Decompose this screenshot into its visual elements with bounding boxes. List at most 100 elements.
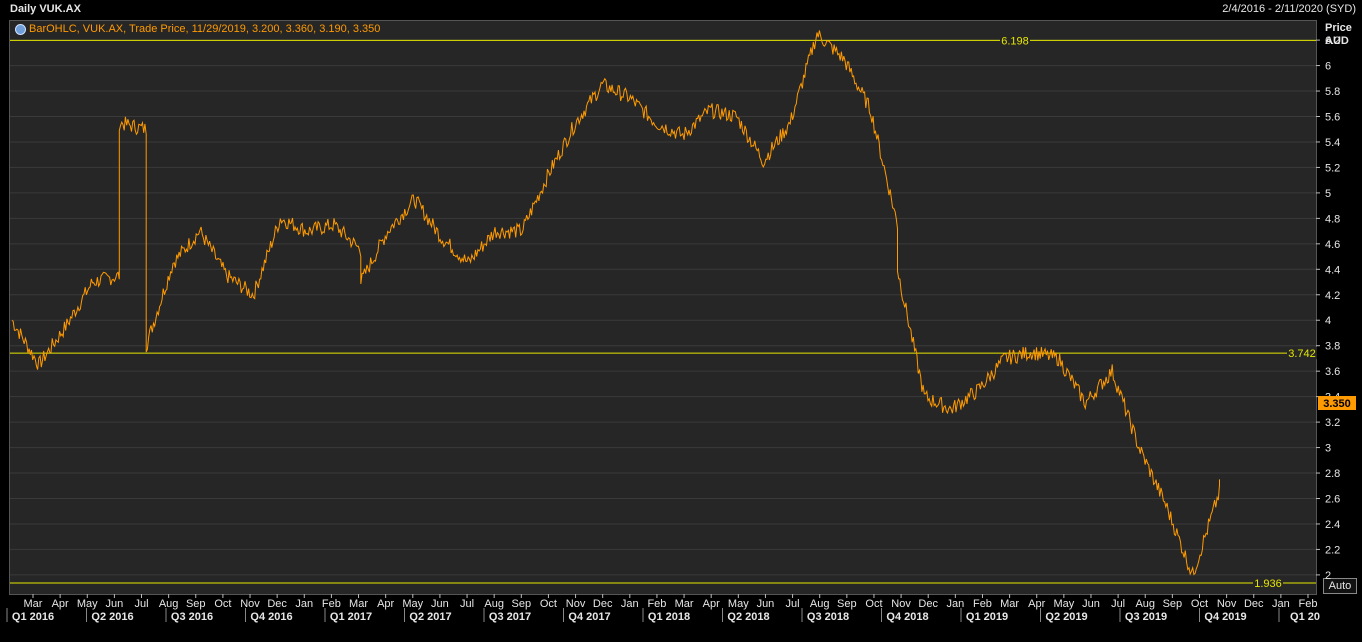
quarter-label: Q1 2018 (648, 611, 690, 623)
x-tick-label: Aug (159, 598, 179, 610)
x-tick-label: Mar (1000, 598, 1019, 610)
quarter-label: Q3 2019 (1125, 611, 1167, 623)
last-price-label: 3.350 (1323, 398, 1351, 410)
x-tick-label: Aug (810, 598, 830, 610)
series-legend[interactable]: BarOHLC, VUK.AX, Trade Price, 11/29/2019… (15, 23, 380, 35)
x-tick-label: Jan (946, 598, 964, 610)
quarter-label: Q3 2018 (807, 611, 849, 623)
y-tick-label: 4.8 (1325, 213, 1340, 225)
price-series-line (11, 30, 1220, 576)
x-tick-label: May (77, 598, 98, 610)
x-tick-label: Aug (1135, 598, 1155, 610)
y-tick-label: 5.6 (1325, 112, 1340, 124)
x-tick-label: Apr (703, 598, 720, 610)
y-tick-label: 4.2 (1325, 290, 1340, 302)
quarter-label: Q1 2017 (330, 611, 372, 623)
x-tick-label: Mar (675, 598, 694, 610)
plot-area[interactable] (9, 20, 1317, 595)
x-tick-label: Apr (1028, 598, 1045, 610)
reference-label: 3.742 (1288, 348, 1316, 360)
clock-icon (15, 23, 26, 35)
x-tick-label: Nov (240, 598, 260, 610)
quarter-label: Q3 2016 (171, 611, 213, 623)
x-tick-label: Jun (431, 598, 449, 610)
x-tick-label: Jul (786, 598, 800, 610)
x-tick-label: Jun (1082, 598, 1100, 610)
y-tick-label: 3.6 (1325, 366, 1340, 378)
quarter-label: Q2 2017 (409, 611, 451, 623)
quarter-label: Q4 2017 (568, 611, 610, 623)
x-tick-label: Mar (349, 598, 368, 610)
y-tick-label: 5.8 (1325, 86, 1340, 98)
x-tick-label: Dec (918, 598, 938, 610)
quarter-label: Q2 2018 (727, 611, 769, 623)
reference-label: 6.198 (1001, 35, 1029, 47)
x-tick-label: Nov (1217, 598, 1237, 610)
x-tick-label: Jun (106, 598, 124, 610)
auto-scale-button[interactable]: Auto (1323, 578, 1357, 594)
quarter-label: Q1 20 (1290, 611, 1320, 623)
x-tick-label: Jan (621, 598, 639, 610)
quarter-label: Q1 2016 (12, 611, 54, 623)
legend-text: BarOHLC, VUK.AX, Trade Price, 11/29/2019… (29, 23, 381, 35)
y-tick-label: 2.8 (1325, 468, 1340, 480)
x-tick-label: Nov (566, 598, 586, 610)
x-tick-label: Dec (267, 598, 287, 610)
y-tick-label: 4.4 (1325, 264, 1340, 276)
y-axis-unit: AUD (1325, 35, 1349, 47)
y-tick-label: 2.6 (1325, 494, 1340, 506)
last-price-badge (1318, 396, 1356, 410)
x-tick-label: Nov (891, 598, 911, 610)
x-tick-label: Jun (757, 598, 775, 610)
x-tick-label: Dec (593, 598, 613, 610)
x-tick-label: Jul (134, 598, 148, 610)
x-tick-label: Jan (1272, 598, 1290, 610)
quarter-label: Q1 2019 (966, 611, 1008, 623)
x-tick-label: Jul (1111, 598, 1125, 610)
quarter-label: Q2 2019 (1045, 611, 1087, 623)
x-tick-label: Sep (1163, 598, 1183, 610)
x-tick-label: May (728, 598, 749, 610)
x-tick-label: Feb (647, 598, 666, 610)
x-tick-label: Oct (865, 598, 882, 610)
x-tick-label: Feb (1299, 598, 1318, 610)
y-tick-label: 5.2 (1325, 162, 1340, 174)
x-tick-label: Oct (1191, 598, 1208, 610)
x-tick-label: Feb (973, 598, 992, 610)
y-tick-label: 2.4 (1325, 519, 1340, 531)
y-tick-label: 2 (1325, 570, 1331, 582)
y-tick-label: 3.8 (1325, 341, 1340, 353)
x-tick-label: Apr (52, 598, 69, 610)
y-tick-label: 4.6 (1325, 239, 1340, 251)
y-tick-label: 5 (1325, 188, 1331, 200)
quarter-label: Q4 2016 (250, 611, 292, 623)
quarter-label: Q3 2017 (489, 611, 531, 623)
x-tick-label: Feb (322, 598, 341, 610)
x-tick-label: May (1053, 598, 1074, 610)
y-tick-label: 2.2 (1325, 544, 1340, 556)
reference-label-bg (1287, 347, 1317, 360)
y-axis-header: Price AUD (1325, 22, 1352, 48)
x-tick-label: Mar (24, 598, 43, 610)
y-tick-label: 5.4 (1325, 137, 1340, 149)
y-tick-label: 4 (1325, 315, 1331, 327)
x-tick-label: Sep (837, 598, 857, 610)
x-tick-label: May (402, 598, 423, 610)
y-tick-label: 6 (1325, 61, 1331, 73)
x-tick-label: Sep (512, 598, 532, 610)
reference-label-bg (1253, 577, 1283, 590)
quarter-label: Q4 2019 (1204, 611, 1246, 623)
x-tick-label: Oct (540, 598, 557, 610)
y-axis-title: Price (1325, 22, 1352, 34)
quarter-label: Q2 2016 (91, 611, 133, 623)
x-tick-label: Dec (1244, 598, 1264, 610)
x-tick-label: Aug (484, 598, 504, 610)
y-tick-label: 6.2 (1325, 35, 1340, 47)
chart-title: Daily VUK.AX (10, 3, 81, 15)
x-tick-label: Apr (377, 598, 394, 610)
x-tick-label: Jan (295, 598, 313, 610)
y-tick-label: 3 (1325, 443, 1331, 455)
date-range: 2/4/2016 - 2/11/2020 (SYD) (1222, 3, 1356, 15)
